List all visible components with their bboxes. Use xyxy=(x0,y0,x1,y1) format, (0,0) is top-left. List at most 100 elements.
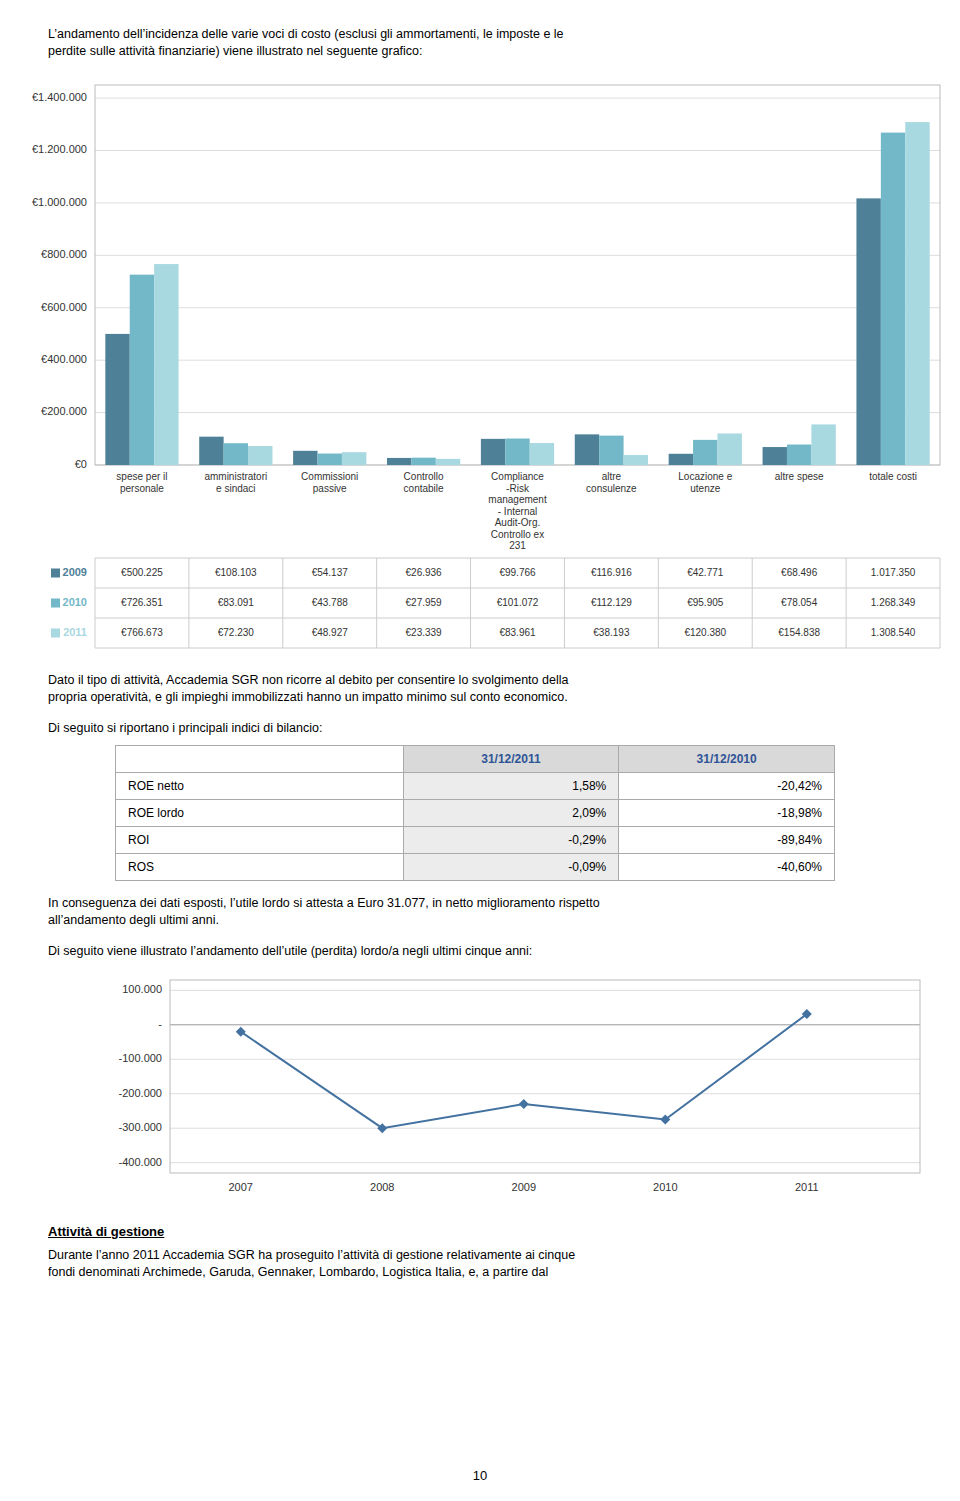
x-tick-label-line: altre xyxy=(602,471,622,482)
bar xyxy=(411,458,435,465)
table-header: 31/12/2010 xyxy=(619,746,835,773)
table-value: €48.927 xyxy=(312,627,349,638)
x-tick-label-line: Commissioni xyxy=(301,471,358,482)
plot-frame xyxy=(170,980,920,1173)
table-value: €38.193 xyxy=(593,627,630,638)
grid-line xyxy=(95,150,940,151)
series-name: 2009 xyxy=(63,566,87,578)
table-rule xyxy=(95,618,940,619)
table-value: €120.380 xyxy=(684,627,726,638)
x-tick-label-line: Controllo xyxy=(404,471,444,482)
marker xyxy=(519,1099,529,1109)
bar xyxy=(787,445,811,465)
x-tick-label: 2010 xyxy=(653,1181,677,1193)
x-tick-label-line: utenze xyxy=(690,483,720,494)
bar xyxy=(154,264,178,465)
x-tick-label-line: Audit-Org. xyxy=(495,517,541,528)
bar xyxy=(575,434,599,465)
lower-text: Di seguito viene illustrato l’andamento … xyxy=(48,943,912,960)
table-value: €54.137 xyxy=(312,567,349,578)
table-value: 1.017.350 xyxy=(871,567,916,578)
x-tick-label: Commissionipassive xyxy=(301,471,358,494)
x-tick-label: 2009 xyxy=(512,1181,536,1193)
line xyxy=(241,1014,807,1128)
plot-frame xyxy=(95,85,940,465)
grid-line xyxy=(95,255,940,256)
grid-line xyxy=(170,1128,920,1129)
x-tick-label-line: passive xyxy=(313,483,347,494)
bar xyxy=(881,133,905,465)
table-value: €766.673 xyxy=(121,627,163,638)
table-rule xyxy=(470,558,471,648)
bar xyxy=(342,452,366,465)
table-value: €68.496 xyxy=(781,567,818,578)
table-value: €78.054 xyxy=(781,597,818,608)
y-tick-label: €200.000 xyxy=(41,405,87,417)
page: L’andamento dell’incidenza delle varie v… xyxy=(0,0,960,1281)
grid-line xyxy=(95,202,940,203)
x-tick-label-line: - Internal xyxy=(498,506,537,517)
x-tick-label: amministratorie sindaci xyxy=(204,471,267,494)
bar xyxy=(248,446,272,465)
x-tick-label-line: Compliance xyxy=(491,471,544,482)
x-tick-label-line: totale costi xyxy=(869,471,917,482)
grid-line xyxy=(95,307,940,308)
bar xyxy=(130,275,154,465)
y-tick-label: -200.000 xyxy=(119,1087,162,1099)
series-name: 2010 xyxy=(63,596,87,608)
table-rule xyxy=(95,558,940,559)
table-cell: -20,42% xyxy=(619,773,835,800)
table-rule xyxy=(376,558,377,648)
bar-chart: €0€200.000€400.000€600.000€800.000€1.000… xyxy=(0,70,960,660)
series-swatch xyxy=(51,629,60,638)
table-value: €43.788 xyxy=(312,597,349,608)
table-value: €72.230 xyxy=(218,627,255,638)
bar xyxy=(624,455,648,465)
table-cell: -0,09% xyxy=(403,854,619,881)
table-cell: -40,60% xyxy=(619,854,835,881)
x-tick-label-line: management xyxy=(488,494,547,505)
marker xyxy=(660,1115,670,1125)
y-tick-label: €800.000 xyxy=(41,248,87,260)
table-row: ROE lordo2,09%-18,98% xyxy=(116,800,835,827)
grid-line xyxy=(95,98,940,99)
y-tick-label: €0 xyxy=(75,458,87,470)
table-value: €26.936 xyxy=(406,567,443,578)
bar xyxy=(105,334,129,465)
bars xyxy=(105,122,929,465)
table-value: 1.308.540 xyxy=(871,627,916,638)
closing-text: Durante l’anno 2011 Accademia SGR ha pro… xyxy=(48,1247,912,1281)
table-cell: -0,29% xyxy=(403,827,619,854)
x-tick-label-line: altre spese xyxy=(775,471,824,482)
y-tick-label: €1.400.000 xyxy=(32,91,87,103)
table-value: €101.072 xyxy=(497,597,539,608)
table-corner xyxy=(116,746,404,773)
bar xyxy=(436,459,460,465)
table-row: ROI-0,29%-89,84% xyxy=(116,827,835,854)
x-tick-label-line: Locazione e xyxy=(678,471,732,482)
bar xyxy=(811,424,835,465)
x-tick-label: totale costi xyxy=(869,471,917,482)
marker xyxy=(802,1009,812,1019)
table-rule xyxy=(188,558,189,648)
lower-text: In conseguenza dei dati esposti, l’utile… xyxy=(48,895,912,929)
x-tick-label-line: spese per il xyxy=(116,471,167,482)
x-tick-label-line: 231 xyxy=(509,540,526,551)
series-swatch xyxy=(51,569,60,578)
x-tick-label-line: Controllo ex xyxy=(491,529,544,540)
table-row: ROE netto1,58%-20,42% xyxy=(116,773,835,800)
bar xyxy=(717,433,741,465)
table-rule xyxy=(940,558,941,648)
grid-line xyxy=(170,990,920,991)
x-tick-label: altre spese xyxy=(775,471,824,482)
table-rule xyxy=(752,558,753,648)
line-chart: 100.000--100.000-200.000-300.000-400.000… xyxy=(0,968,960,1208)
bar xyxy=(905,122,929,465)
x-tick-label: Compliance-Riskmanagement- InternalAudit… xyxy=(488,471,547,551)
bar xyxy=(669,454,693,465)
page-number: 10 xyxy=(0,1468,960,1483)
x-tick-label-line: consulenze xyxy=(586,483,637,494)
marker xyxy=(236,1027,246,1037)
indices-table: 31/12/201131/12/2010ROE netto1,58%-20,42… xyxy=(115,745,835,881)
table-value: €23.339 xyxy=(406,627,443,638)
